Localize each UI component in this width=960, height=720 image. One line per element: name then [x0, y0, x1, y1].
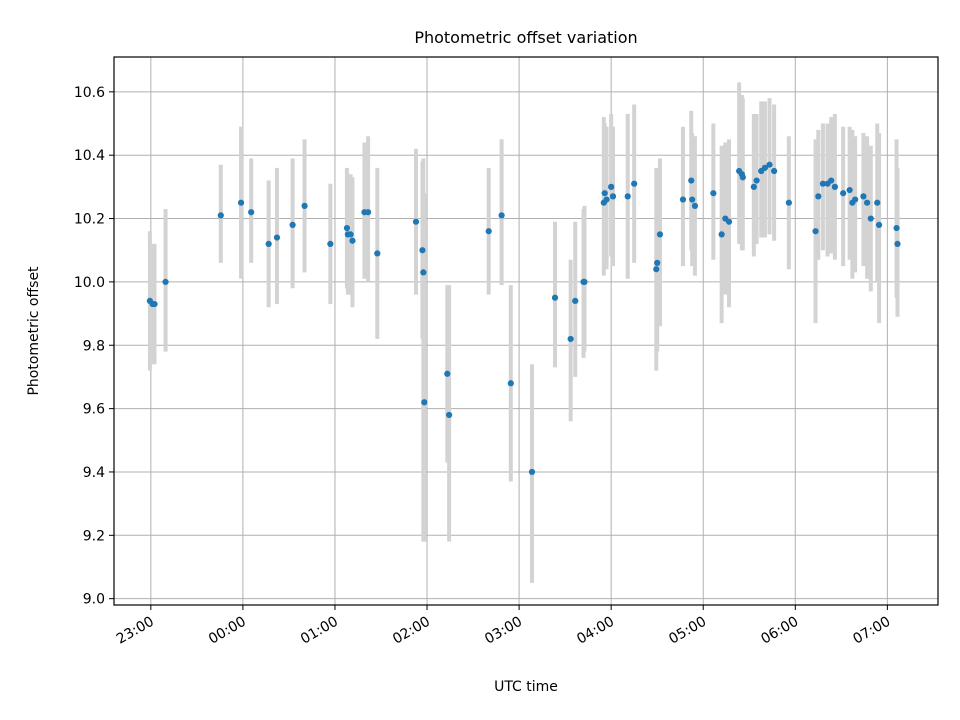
y-tick-label: 10.4	[74, 148, 105, 164]
data-point	[572, 297, 579, 305]
data-points	[146, 161, 901, 476]
data-point	[679, 196, 687, 203]
y-tick-label: 9.6	[83, 402, 105, 418]
data-point	[343, 224, 351, 232]
data-point	[785, 199, 792, 206]
data-point	[419, 247, 426, 254]
data-point	[771, 167, 778, 175]
data-point	[349, 237, 356, 244]
data-point	[654, 259, 661, 266]
data-point	[289, 221, 296, 228]
data-point	[601, 190, 608, 197]
data-point	[819, 180, 827, 187]
data-point	[631, 180, 638, 187]
data-point	[421, 399, 428, 406]
data-point	[420, 269, 427, 276]
data-point	[688, 177, 695, 184]
data-point	[831, 183, 838, 190]
data-point	[528, 468, 536, 476]
data-point	[725, 218, 733, 225]
data-point	[551, 294, 559, 301]
data-point	[624, 193, 631, 200]
data-point	[237, 199, 245, 206]
data-point	[893, 224, 900, 232]
data-point	[485, 228, 492, 235]
data-point	[498, 212, 505, 219]
data-point	[507, 380, 514, 387]
data-point	[812, 228, 819, 235]
data-point	[446, 411, 453, 419]
data-point	[867, 215, 874, 222]
y-tick-label: 10.6	[74, 85, 105, 101]
data-point	[766, 161, 773, 168]
data-point	[273, 234, 281, 241]
y-tick-label: 9.0	[83, 592, 105, 608]
data-point	[753, 177, 760, 184]
data-point	[710, 190, 717, 197]
data-point	[840, 190, 847, 197]
data-point	[347, 231, 354, 238]
data-point	[894, 240, 901, 247]
data-point	[874, 199, 881, 206]
data-point	[846, 186, 853, 194]
data-point	[265, 240, 272, 247]
data-point	[374, 250, 381, 257]
y-axis-label: Photometric offset	[26, 266, 42, 396]
data-point	[609, 193, 617, 200]
data-point	[656, 231, 664, 238]
chart-title: Photometric offset variation	[414, 28, 637, 47]
data-point	[718, 231, 725, 238]
x-axis-label: UTC time	[494, 679, 558, 695]
data-point	[608, 183, 615, 190]
data-point	[750, 183, 757, 190]
plot-frame	[113, 56, 939, 606]
data-point	[444, 370, 451, 377]
data-point	[860, 193, 867, 200]
data-point	[248, 209, 255, 216]
data-point	[581, 278, 588, 286]
data-point	[567, 335, 574, 343]
data-point	[217, 212, 224, 219]
data-point	[603, 196, 610, 203]
data-point	[815, 193, 822, 200]
data-point	[653, 266, 660, 273]
data-point	[162, 278, 169, 286]
data-point	[689, 196, 696, 203]
data-point	[327, 240, 334, 247]
y-tick-label: 9.8	[83, 338, 105, 354]
data-point	[875, 221, 883, 228]
data-point	[864, 199, 871, 206]
y-tick-label: 9.2	[83, 528, 105, 544]
data-point	[301, 202, 308, 209]
data-point	[412, 218, 420, 225]
data-point	[852, 196, 859, 203]
data-point	[761, 164, 769, 171]
data-point	[828, 177, 835, 184]
y-tick-label: 10.0	[74, 275, 105, 291]
y-tick-label: 10.2	[74, 212, 105, 228]
y-tick-label: 9.4	[83, 465, 105, 481]
data-point	[691, 202, 699, 209]
data-point	[365, 209, 372, 216]
data-point	[739, 174, 746, 181]
data-point	[151, 300, 158, 308]
